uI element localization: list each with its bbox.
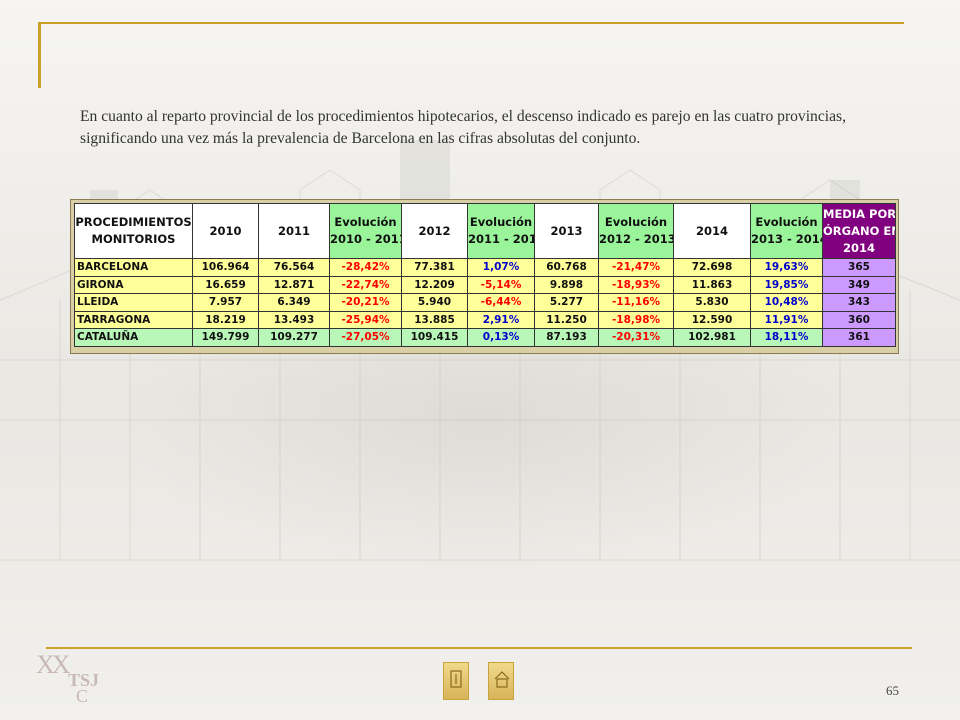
cell-evo-2010-2011: -22,74% (329, 275, 402, 294)
cell-evo-2013-2014: 19,63% (750, 258, 823, 277)
cell-2012: 12.209 (401, 275, 468, 294)
cell-evo-2011-2012: 1,07% (467, 258, 535, 277)
cell-2014: 5.830 (673, 293, 751, 312)
header-evolucion-2011-2012: Evolución 2011 - 2012 (467, 203, 535, 259)
cell-name: CATALUÑA (74, 328, 193, 347)
cell-2013: 5.277 (534, 293, 599, 312)
home-icon (494, 671, 510, 688)
cell-evo-2010-2011: -27,05% (329, 328, 402, 347)
table-row-girona: GIRONA 16.659 12.871 -22,74% 12.209 -5,1… (74, 275, 896, 294)
frame-bottom-line (46, 647, 912, 649)
cell-2010: 16.659 (192, 275, 259, 294)
header-evolucion-2013-2014: Evolución 2013 - 2014 (750, 203, 823, 259)
page-prev-icon (450, 670, 462, 688)
cell-2010: 106.964 (192, 258, 259, 277)
cell-2010: 18.219 (192, 310, 259, 329)
cell-media: 349 (822, 275, 896, 294)
header-2013: 2013 (534, 203, 599, 259)
cell-name: BARCELONA (74, 258, 193, 277)
cell-2012: 109.415 (401, 328, 468, 347)
cell-evo-2011-2012: 0,13% (467, 328, 535, 347)
header-evolucion-2012-2013: Evolución 2012 - 2013 (598, 203, 674, 259)
cell-2014: 12.590 (673, 310, 751, 329)
cell-2013: 87.193 (534, 328, 599, 347)
cell-2011: 6.349 (258, 293, 330, 312)
table-container: PROCEDIMIENTOS MONITORIOS 2010 2011 Evol… (70, 199, 899, 354)
cell-media: 343 (822, 293, 896, 312)
cell-evo-2013-2014: 18,11% (750, 328, 823, 347)
cell-evo-2012-2013: -18,98% (598, 310, 674, 329)
cell-2014: 102.981 (673, 328, 751, 347)
header-evolucion-2010-2011: Evolución 2010 - 2011 (329, 203, 402, 259)
home-button[interactable] (488, 662, 514, 700)
cell-evo-2013-2014: 19,85% (750, 275, 823, 294)
cell-2013: 60.768 (534, 258, 599, 277)
header-media-por-organo: MEDIA POR ÓRGANO EN 2014 (822, 203, 896, 259)
cell-evo-2010-2011: -20,21% (329, 293, 402, 312)
header-procedimientos: PROCEDIMIENTOS MONITORIOS (74, 203, 193, 259)
header-2011: 2011 (258, 203, 330, 259)
cell-2014: 11.863 (673, 275, 751, 294)
prev-page-button[interactable] (443, 662, 469, 700)
cell-media: 361 (822, 328, 896, 347)
cell-2011: 13.493 (258, 310, 330, 329)
cell-2011: 109.277 (258, 328, 330, 347)
table-row-cataluna: CATALUÑA 149.799 109.277 -27,05% 109.415… (74, 328, 896, 347)
table-row-tarragona: TARRAGONA 18.219 13.493 -25,94% 13.885 2… (74, 310, 896, 329)
logo-c: C (76, 686, 89, 706)
cell-evo-2011-2012: 2,91% (467, 310, 535, 329)
cell-name: GIRONA (74, 275, 193, 294)
header-2012: 2012 (401, 203, 468, 259)
cell-evo-2010-2011: -25,94% (329, 310, 402, 329)
cell-media: 365 (822, 258, 896, 277)
cell-2012: 77.381 (401, 258, 468, 277)
cell-evo-2010-2011: -28,42% (329, 258, 402, 277)
cell-2012: 5.940 (401, 293, 468, 312)
tsjc-logo: XX TSJ C (30, 646, 110, 712)
cell-2011: 12.871 (258, 275, 330, 294)
cell-media: 360 (822, 310, 896, 329)
cell-2013: 9.898 (534, 275, 599, 294)
page-number: 65 (886, 683, 899, 698)
frame-top-line (40, 22, 904, 24)
cell-name: TARRAGONA (74, 310, 193, 329)
cell-2010: 149.799 (192, 328, 259, 347)
cell-name: LLEIDA (74, 293, 193, 312)
frame-left-line (38, 22, 41, 88)
procedimientos-monitorios-table: PROCEDIMIENTOS MONITORIOS 2010 2011 Evol… (74, 203, 896, 347)
cell-evo-2013-2014: 10,48% (750, 293, 823, 312)
table-header-row: PROCEDIMIENTOS MONITORIOS 2010 2011 Evol… (74, 203, 896, 259)
cell-evo-2012-2013: -18,93% (598, 275, 674, 294)
cell-evo-2012-2013: -20,31% (598, 328, 674, 347)
logo-roman: XX (36, 650, 71, 679)
cell-evo-2012-2013: -11,16% (598, 293, 674, 312)
cell-evo-2011-2012: -6,44% (467, 293, 535, 312)
header-2010: 2010 (192, 203, 259, 259)
cell-evo-2012-2013: -21,47% (598, 258, 674, 277)
intro-paragraph: En cuanto al reparto provincial de los p… (80, 108, 846, 147)
cell-2014: 72.698 (673, 258, 751, 277)
cell-2010: 7.957 (192, 293, 259, 312)
logo-tsj: TSJ (68, 670, 100, 690)
cell-evo-2013-2014: 11,91% (750, 310, 823, 329)
cell-evo-2011-2012: -5,14% (467, 275, 535, 294)
table-row-barcelona: BARCELONA 106.964 76.564 -28,42% 77.381 … (74, 258, 896, 277)
cell-2013: 11.250 (534, 310, 599, 329)
cell-2012: 13.885 (401, 310, 468, 329)
cell-2011: 76.564 (258, 258, 330, 277)
table-row-lleida: LLEIDA 7.957 6.349 -20,21% 5.940 -6,44% … (74, 293, 896, 312)
header-2014: 2014 (673, 203, 751, 259)
